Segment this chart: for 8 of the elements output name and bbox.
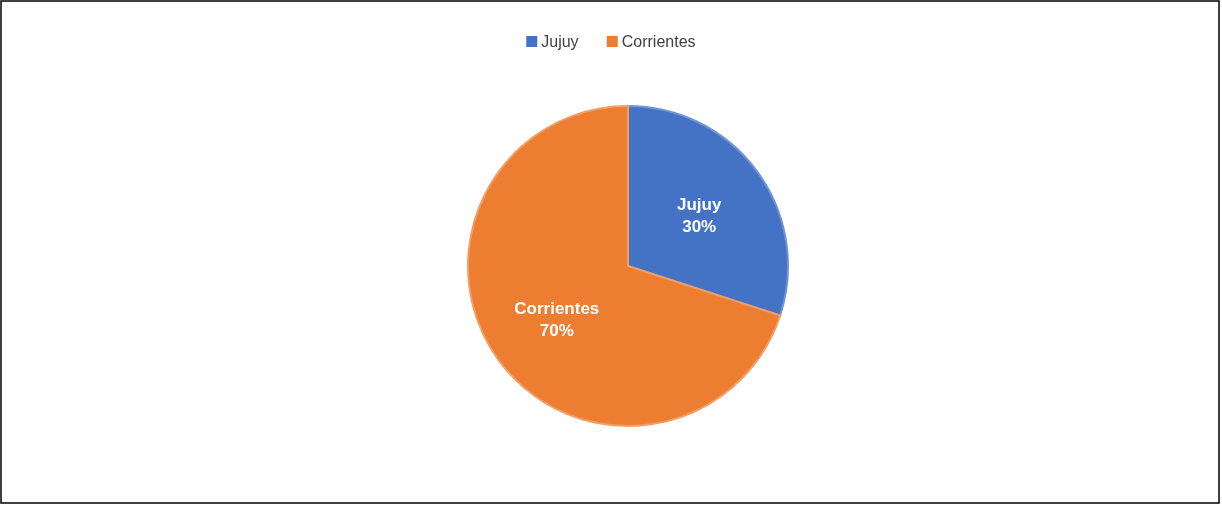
slice-label: Jujuy — [676, 195, 722, 215]
pie-slice — [467, 105, 782, 427]
legend-label: Jujuy — [541, 33, 579, 50]
slice-label: Corrientes — [514, 298, 600, 318]
pie-slice — [627, 105, 789, 317]
data-label: 70% — [539, 320, 574, 340]
data-label: 30% — [682, 217, 717, 237]
legend-label: Corrientes — [621, 33, 696, 50]
